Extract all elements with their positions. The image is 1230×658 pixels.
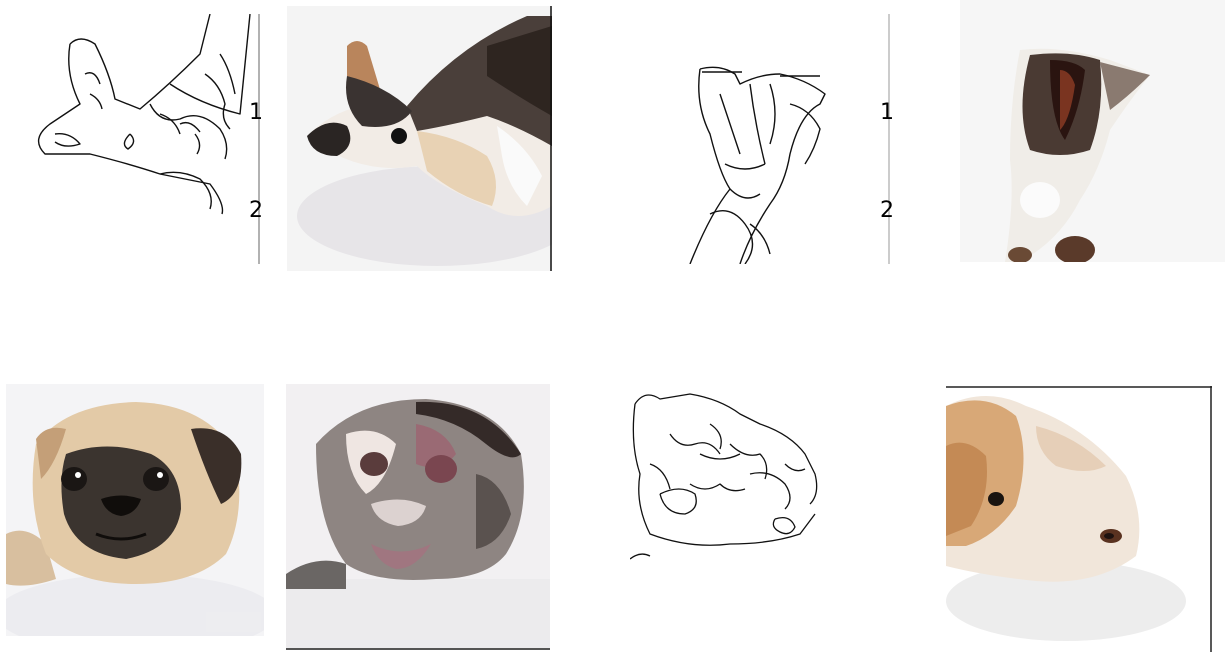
panel-1-label-2: 2 bbox=[249, 198, 263, 223]
generated-dog-image bbox=[946, 386, 1212, 652]
generated-cat-image bbox=[287, 6, 552, 271]
pug-photo bbox=[6, 384, 264, 636]
generated-pug-image bbox=[286, 384, 550, 650]
generated-cat-inverted-image bbox=[960, 0, 1225, 262]
panel-3-label-1: 1 bbox=[880, 100, 894, 125]
edge-sketch-dog bbox=[630, 384, 880, 634]
panel-3-label-2: 2 bbox=[880, 198, 894, 223]
edge-sketch-cat-inverted bbox=[640, 14, 890, 264]
panel-1-label-1: 1 bbox=[249, 100, 263, 125]
edge-sketch-cat bbox=[10, 14, 260, 264]
